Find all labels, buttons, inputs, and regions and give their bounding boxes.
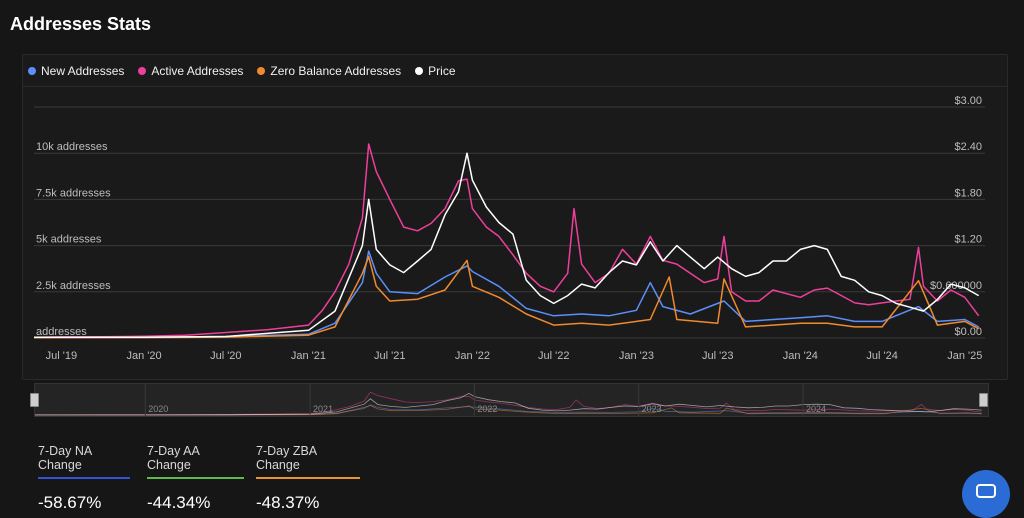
x-tick-label: Jan '21 <box>291 350 326 362</box>
stat-label: 7-Day AA Change <box>147 444 200 472</box>
y-right-tick-label: $1.80 <box>954 187 982 199</box>
stat-value: -48.37% <box>256 493 320 512</box>
navigator-year-label: 2024 <box>806 404 826 414</box>
navigator-year-label: 2022 <box>477 404 497 414</box>
x-tick-label: Jan '25 <box>947 350 982 362</box>
y-left-tick-label: 7.5k addresses <box>36 187 111 199</box>
navigator-series-line <box>35 405 982 416</box>
legend-label: New Addresses <box>41 64 125 78</box>
stat-aa-change: 7-Day AA Change -44.34% <box>147 444 244 513</box>
legend-label: Zero Balance Addresses <box>270 64 402 78</box>
y-right-tick-label: $0.00 <box>954 326 982 338</box>
stat-underline <box>38 477 130 479</box>
addresses-chart[interactable]: $0.00$0.600000$1.20$1.80$2.40$3.00addres… <box>0 0 1024 504</box>
legend-item-new-addresses[interactable]: New Addresses <box>28 64 124 78</box>
x-tick-label: Jul '23 <box>702 350 733 362</box>
legend-dot-active-addresses <box>138 67 147 75</box>
y-right-tick-label: $2.40 <box>954 141 982 153</box>
series-line-new-addresses <box>33 250 980 339</box>
stat-zba-change: 7-Day ZBA Change -48.37% <box>256 444 360 513</box>
x-tick-label: Jan '20 <box>126 350 161 362</box>
stat-underline <box>147 477 244 479</box>
navigator-series-line <box>35 391 982 416</box>
legend-item-zero-balance-addresses[interactable]: Zero Balance Addresses <box>257 64 401 78</box>
navigator-year-label: 2021 <box>313 404 333 414</box>
x-tick-label: Jul '22 <box>538 350 569 362</box>
x-tick-label: Jan '23 <box>619 350 654 362</box>
y-right-tick-label: $1.20 <box>954 234 982 246</box>
y-left-tick-label: addresses <box>36 326 87 338</box>
y-right-tick-label: $3.00 <box>954 95 982 107</box>
chart-legend: New Addresses Active Addresses Zero Bala… <box>28 64 456 78</box>
series-line-zero-balance-addresses <box>33 255 980 339</box>
y-left-tick-label: 2.5k addresses <box>36 280 111 292</box>
stat-value: -58.67% <box>38 493 102 512</box>
navigator-right-handle[interactable] <box>979 393 988 407</box>
stat-underline <box>256 477 360 479</box>
legend-divider <box>22 86 1008 87</box>
navigator-left-handle[interactable] <box>30 393 39 407</box>
chat-widget-button[interactable] <box>962 470 1010 518</box>
stat-value: -44.34% <box>147 493 211 512</box>
page-title: Addresses Stats <box>10 14 152 34</box>
navigator-series-line <box>35 392 982 416</box>
chat-icon <box>976 484 996 498</box>
stat-label: 7-Day ZBA Change <box>256 444 317 472</box>
navigator-year-label: 2020 <box>148 404 168 414</box>
legend-label: Price <box>428 64 456 78</box>
x-tick-label: Jul '19 <box>46 350 77 362</box>
legend-dot-zero-balance <box>257 67 266 75</box>
legend-label: Active Addresses <box>151 64 244 78</box>
legend-dot-price <box>415 67 424 75</box>
legend-dot-new-addresses <box>28 67 36 75</box>
stat-label: 7-Day NA Change <box>38 444 92 472</box>
range-navigator[interactable]: 2020 2021 2022 2023 2024 <box>30 383 989 417</box>
x-tick-label: Jan '24 <box>783 350 818 362</box>
y-left-tick-label: 10k addresses <box>36 141 108 153</box>
y-left-tick-label: 5k addresses <box>36 234 102 246</box>
stat-na-change: 7-Day NA Change -58.67% <box>38 444 130 513</box>
x-tick-label: Jul '21 <box>374 350 405 362</box>
series-line-active-addresses <box>33 143 980 339</box>
legend-item-active-addresses[interactable]: Active Addresses <box>138 64 243 78</box>
navigator-mini-chart: 2020 2021 2022 2023 2024 <box>34 384 982 416</box>
x-tick-label: Jan '22 <box>455 350 490 362</box>
legend-item-price[interactable]: Price <box>415 64 456 78</box>
x-tick-label: Jul '20 <box>210 350 241 362</box>
navigator-year-label: 2023 <box>642 404 662 414</box>
x-tick-label: Jul '24 <box>866 350 897 362</box>
series-line-price <box>34 152 980 338</box>
